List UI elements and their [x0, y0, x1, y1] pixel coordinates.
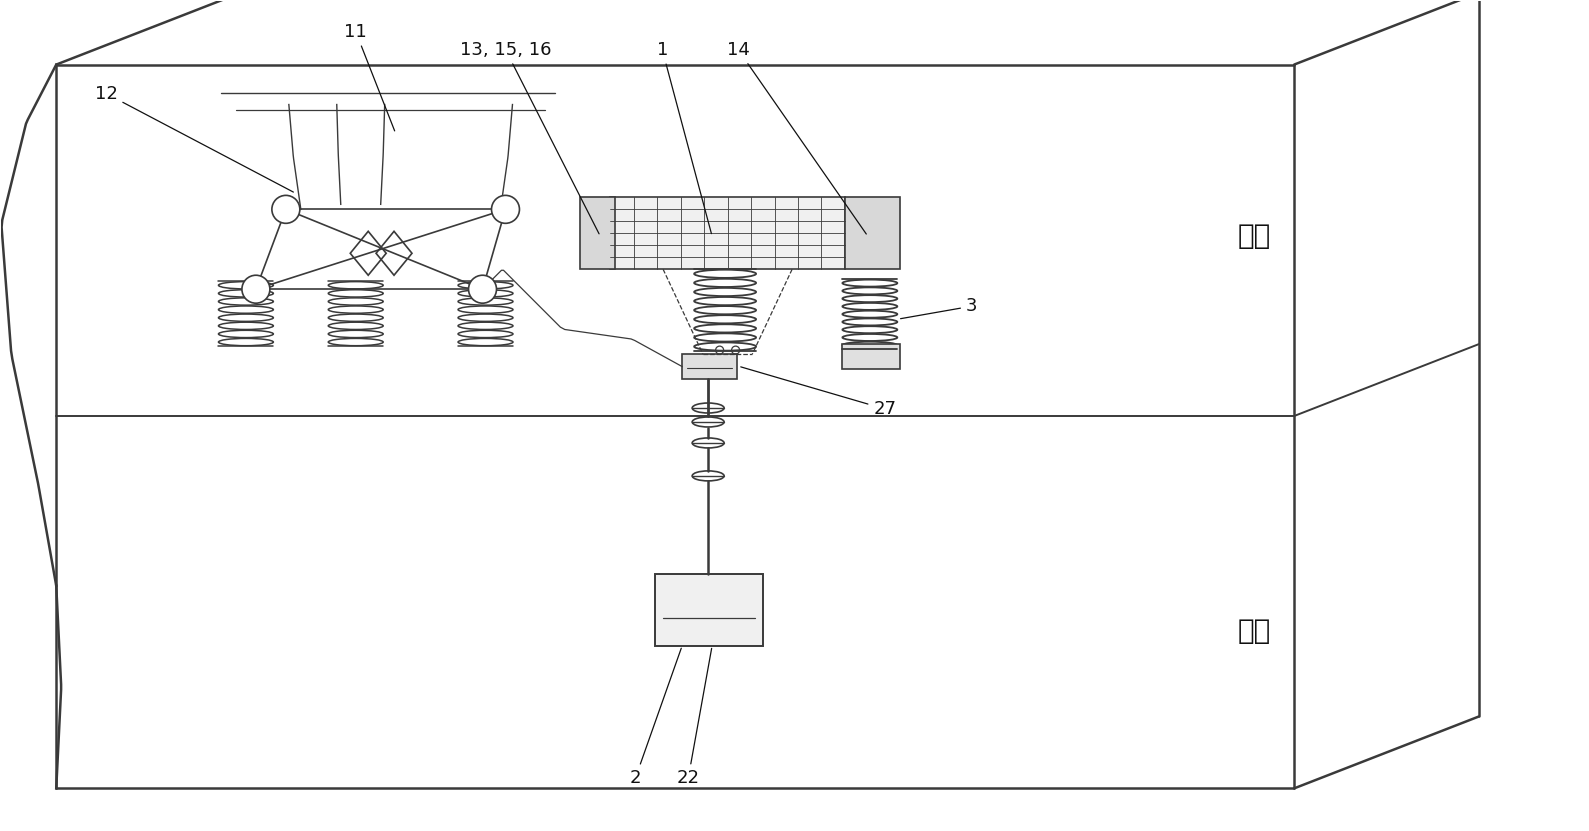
- Text: 车顶: 车顶: [1238, 223, 1271, 250]
- Circle shape: [469, 275, 496, 303]
- Text: 12: 12: [95, 85, 294, 192]
- Text: 11: 11: [345, 22, 394, 131]
- Circle shape: [242, 275, 270, 303]
- Bar: [580, 198, 615, 269]
- Text: 27: 27: [740, 366, 896, 418]
- Circle shape: [491, 195, 520, 224]
- Text: 13, 15, 16: 13, 15, 16: [459, 41, 599, 234]
- Text: 14: 14: [726, 41, 866, 234]
- Bar: [842, 344, 899, 369]
- Circle shape: [272, 195, 300, 224]
- Bar: [610, 198, 845, 269]
- Text: 1: 1: [656, 41, 712, 234]
- Bar: [682, 354, 737, 379]
- Bar: [655, 573, 763, 646]
- Text: 车内: 车内: [1238, 617, 1271, 645]
- Text: 22: 22: [677, 648, 712, 788]
- Bar: [845, 198, 899, 269]
- Text: 2: 2: [629, 648, 682, 788]
- Text: 3: 3: [901, 297, 977, 318]
